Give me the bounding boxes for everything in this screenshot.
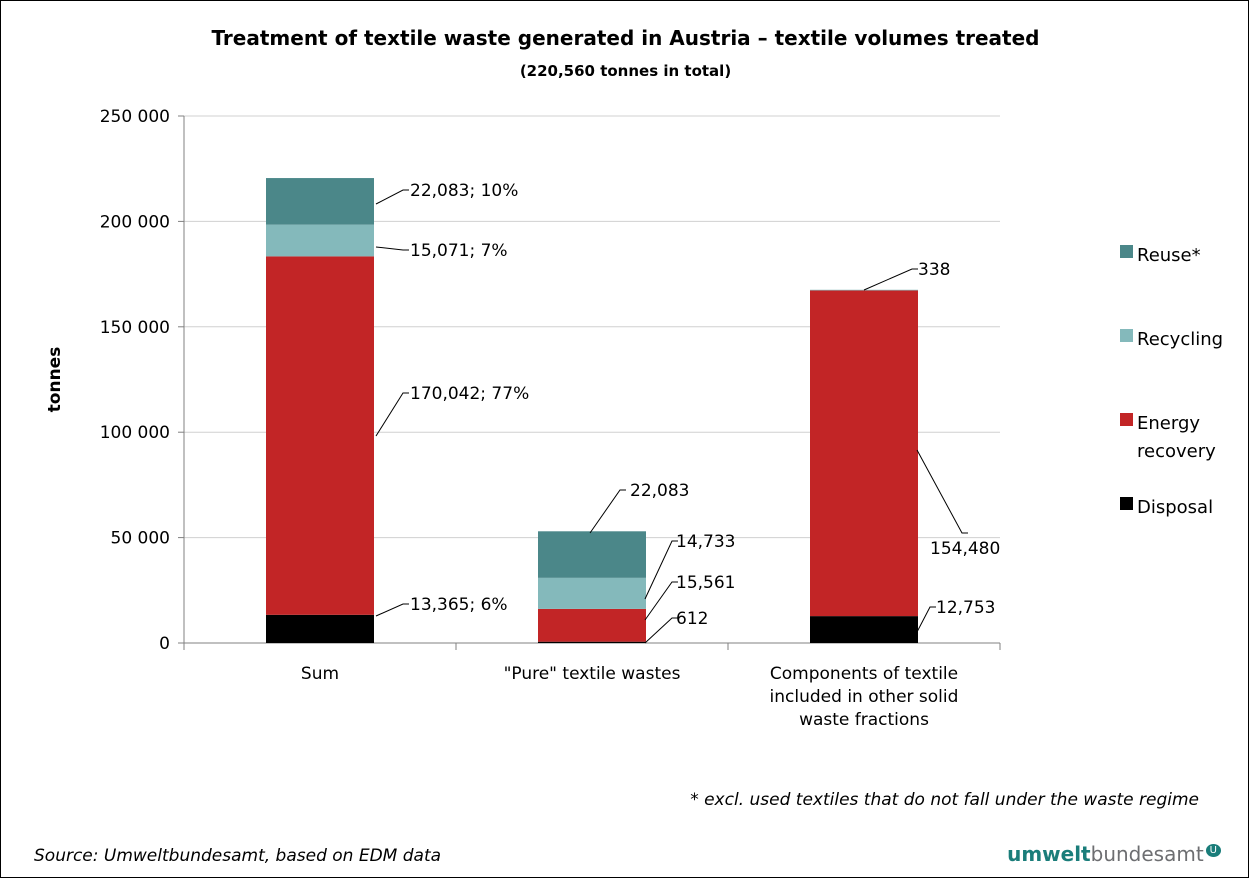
- data-label: 12,753: [936, 598, 995, 618]
- bar-segment: [266, 614, 374, 643]
- footnote: * excl. used textiles that do not fall u…: [690, 790, 1199, 810]
- chart-subtitle: (220,560 tonnes in total): [519, 62, 732, 80]
- leader-line: [375, 603, 409, 617]
- bar-segment: [266, 178, 374, 225]
- logo-regular: bundesamt: [1090, 842, 1204, 866]
- legend-swatch: [1120, 245, 1133, 258]
- leader-line: [644, 540, 678, 600]
- bar-segment: [266, 256, 374, 615]
- data-label: 14,733: [676, 532, 735, 552]
- legend-item: Disposal: [1120, 494, 1213, 522]
- brand-logo: umweltbundesamt U: [1007, 842, 1221, 866]
- leader-line: [375, 189, 409, 205]
- legend-swatch: [1120, 329, 1133, 342]
- data-label: 612: [676, 609, 708, 629]
- logo-mark: U: [1205, 844, 1221, 858]
- data-label: 22,083: [630, 481, 689, 501]
- leader-line: [644, 581, 678, 621]
- leader-line: [863, 268, 918, 291]
- y-tick-label: 150 000: [100, 318, 170, 338]
- y-tick-label: 200 000: [100, 212, 170, 232]
- leader-line: [916, 449, 968, 534]
- leader-line: [589, 489, 626, 534]
- data-label: 154,480: [930, 539, 1000, 559]
- y-tick-label: 50 000: [111, 529, 170, 549]
- bar-segment: [810, 289, 918, 291]
- data-label: 13,365; 6%: [410, 595, 508, 615]
- legend-label: Energy recovery: [1137, 413, 1216, 462]
- legend-swatch: [1120, 413, 1133, 426]
- leader-line: [644, 617, 678, 644]
- category-label: included in other solid: [770, 687, 959, 707]
- legend-label: Reuse*: [1137, 245, 1201, 266]
- bar-segment: [810, 290, 918, 617]
- leader-line: [916, 606, 936, 633]
- data-label: 15,561: [676, 573, 735, 593]
- leader-line: [375, 392, 409, 437]
- logo-bold: umwelt: [1007, 842, 1091, 866]
- leader-line: [375, 246, 409, 251]
- chart-title: Treatment of textile waste generated in …: [211, 26, 1040, 50]
- bar-segment: [538, 641, 646, 643]
- data-label: 22,083; 10%: [410, 181, 518, 201]
- category-label: Sum: [301, 664, 339, 684]
- category-label: "Pure" textile wastes: [504, 664, 681, 684]
- legend-item: Reuse*: [1120, 242, 1201, 270]
- source-note: Source: Umweltbundesamt, based on EDM da…: [34, 846, 442, 866]
- legend-swatch: [1120, 497, 1133, 510]
- y-tick-label: 0: [159, 634, 170, 654]
- bar-segment: [538, 531, 646, 578]
- bar-segment: [266, 224, 374, 257]
- category-label: waste fractions: [799, 710, 929, 730]
- data-label: 170,042; 77%: [410, 384, 529, 404]
- legend-item: Energy recovery: [1120, 410, 1216, 466]
- bar-segment: [810, 616, 918, 643]
- y-axis-label: tonnes: [45, 347, 65, 413]
- legend-label: Disposal: [1137, 497, 1214, 518]
- bar-segment: [538, 608, 646, 642]
- y-tick-label: 250 000: [100, 107, 170, 127]
- data-label: 15,071; 7%: [410, 241, 508, 261]
- y-tick-label: 100 000: [100, 423, 170, 443]
- bar-segment: [538, 577, 646, 609]
- data-label: 338: [918, 260, 950, 280]
- legend-label: Recycling: [1137, 329, 1224, 350]
- legend-item: Recycling: [1120, 326, 1223, 354]
- category-label: Components of textile: [770, 664, 958, 684]
